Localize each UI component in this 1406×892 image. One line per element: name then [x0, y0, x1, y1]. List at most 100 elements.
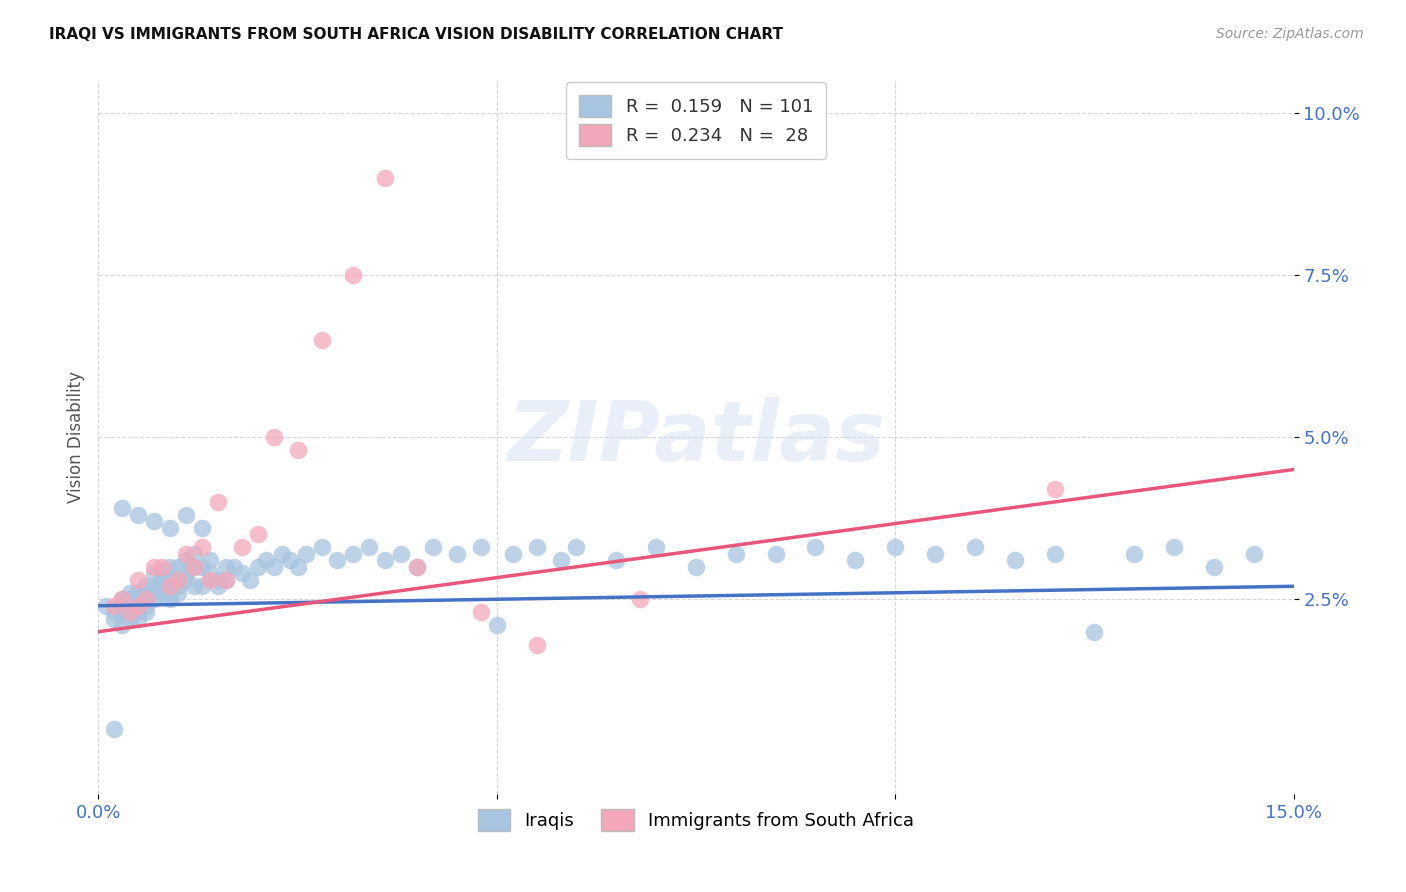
Point [135, 586, 157, 600]
Point [167, 579, 190, 593]
Point [294, 547, 316, 561]
Point [143, 586, 166, 600]
Point [159, 521, 181, 535]
Point [287, 443, 309, 458]
Point [215, 573, 238, 587]
Point [884, 541, 907, 555]
Point [96, 599, 118, 613]
Point [167, 573, 190, 587]
Point [120, 592, 142, 607]
Point [526, 541, 548, 555]
Point [111, 501, 134, 516]
Point [150, 579, 173, 593]
Point [135, 579, 157, 593]
Point [143, 559, 166, 574]
Point [406, 559, 429, 574]
Point [374, 553, 396, 567]
Text: Source: ZipAtlas.com: Source: ZipAtlas.com [1216, 27, 1364, 41]
Point [120, 599, 142, 613]
Point [111, 592, 134, 607]
Point [135, 592, 157, 607]
Point [127, 592, 149, 607]
Point [605, 553, 627, 567]
Point [207, 495, 229, 509]
Point [246, 527, 269, 541]
Point [159, 579, 181, 593]
Point [239, 573, 262, 587]
Point [167, 586, 190, 600]
Point [111, 605, 134, 619]
Point [924, 547, 946, 561]
Point [143, 515, 166, 529]
Point [198, 553, 221, 567]
Point [1043, 482, 1066, 496]
Point [270, 547, 292, 561]
Point [103, 605, 125, 619]
Point [135, 599, 157, 613]
Point [159, 573, 181, 587]
Point [565, 541, 588, 555]
Point [804, 541, 827, 555]
Point [120, 586, 142, 600]
Point [963, 541, 986, 555]
Point [1004, 553, 1026, 567]
Point [174, 573, 197, 587]
Point [374, 170, 396, 185]
Point [191, 521, 214, 535]
Point [198, 573, 221, 587]
Point [127, 605, 149, 619]
Point [150, 566, 173, 581]
Point [207, 579, 229, 593]
Point [159, 586, 181, 600]
Point [143, 566, 166, 581]
Point [143, 592, 166, 607]
Point [470, 541, 492, 555]
Point [103, 599, 125, 613]
Point [685, 559, 707, 574]
Point [159, 579, 181, 593]
Point [278, 553, 301, 567]
Point [485, 618, 508, 632]
Legend: Iraqis, Immigrants from South Africa: Iraqis, Immigrants from South Africa [471, 802, 921, 838]
Point [359, 541, 381, 555]
Point [120, 612, 142, 626]
Point [342, 268, 364, 282]
Point [150, 559, 173, 574]
Point [111, 618, 134, 632]
Point [215, 559, 238, 574]
Point [1243, 547, 1265, 561]
Point [1043, 547, 1066, 561]
Point [150, 573, 173, 587]
Point [844, 553, 866, 567]
Point [1083, 624, 1105, 639]
Point [287, 559, 309, 574]
Point [263, 430, 285, 444]
Point [1123, 547, 1146, 561]
Point [183, 559, 205, 574]
Point [389, 547, 412, 561]
Point [183, 559, 205, 574]
Text: IRAQI VS IMMIGRANTS FROM SOUTH AFRICA VISION DISABILITY CORRELATION CHART: IRAQI VS IMMIGRANTS FROM SOUTH AFRICA VI… [49, 27, 783, 42]
Point [406, 559, 429, 574]
Point [628, 592, 651, 607]
Point [143, 579, 166, 593]
Point [111, 599, 134, 613]
Point [174, 547, 197, 561]
Point [207, 573, 229, 587]
Point [470, 605, 492, 619]
Point [127, 599, 149, 613]
Point [446, 547, 468, 561]
Point [1163, 541, 1185, 555]
Point [127, 508, 149, 522]
Point [159, 592, 181, 607]
Point [765, 547, 787, 561]
Point [127, 586, 149, 600]
Point [135, 592, 157, 607]
Point [222, 559, 245, 574]
Point [135, 605, 157, 619]
Point [120, 605, 142, 619]
Point [526, 638, 548, 652]
Point [191, 541, 214, 555]
Point [198, 566, 221, 581]
Point [183, 579, 205, 593]
